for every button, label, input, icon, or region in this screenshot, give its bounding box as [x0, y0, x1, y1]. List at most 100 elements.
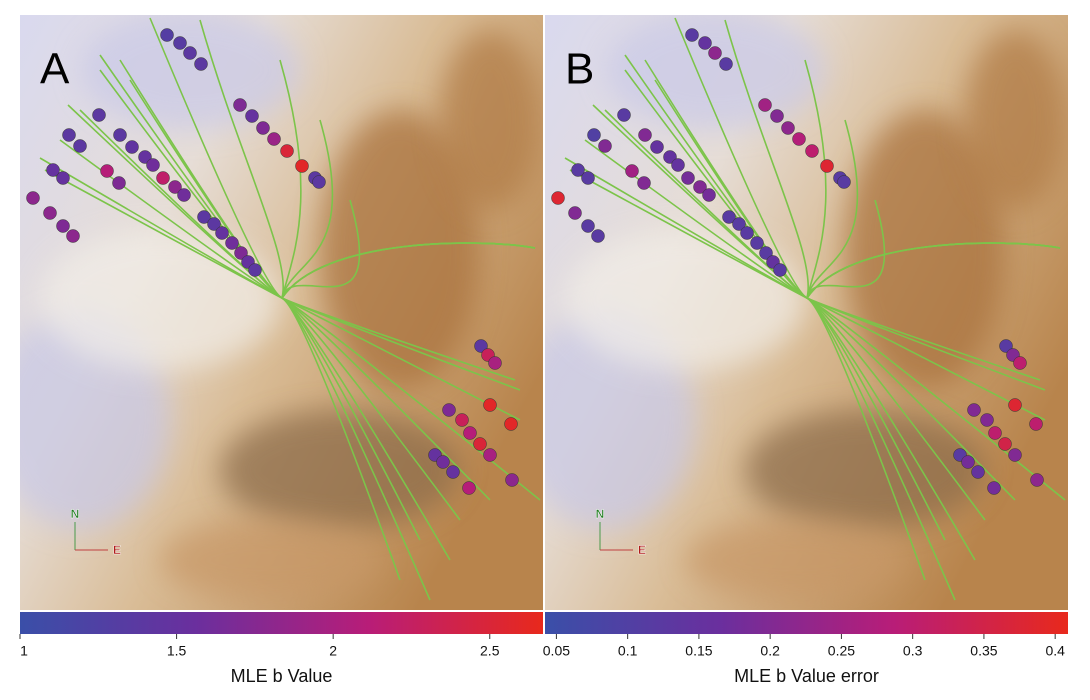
data-dot [160, 28, 174, 42]
data-dot [256, 121, 270, 135]
colorbar-tick-label: 0.15 [685, 643, 712, 659]
data-dot [43, 206, 57, 220]
data-dot [1008, 448, 1022, 462]
data-dot [638, 128, 652, 142]
data-dot [980, 413, 994, 427]
data-dot [1008, 398, 1022, 412]
data-dot [295, 159, 309, 173]
map-panel: A N E 1 1.5 2 2.5 MLE b Value [19, 15, 543, 686]
data-dot [112, 176, 126, 190]
terrain-feature [160, 520, 380, 600]
data-dot [650, 140, 664, 154]
data-dot [571, 163, 585, 177]
data-dot [1030, 473, 1044, 487]
data-dot [792, 132, 806, 146]
data-dot [702, 188, 716, 202]
colorbar-tick-label: 0.2 [760, 643, 780, 659]
data-dot [197, 210, 211, 224]
colorbar-tick-label: 0.25 [828, 643, 855, 659]
data-dot [758, 98, 772, 112]
data-dot [719, 57, 733, 71]
data-dot [234, 246, 248, 260]
data-dot [225, 236, 239, 250]
data-dot [750, 236, 764, 250]
data-dot [551, 191, 565, 205]
data-dot [488, 356, 502, 370]
data-dot [183, 46, 197, 60]
terrain [20, 15, 543, 610]
data-dot [46, 163, 60, 177]
colorbar-tick-label: 2 [329, 643, 337, 659]
data-dot [637, 176, 651, 190]
data-dot [740, 226, 754, 240]
data-dot [598, 139, 612, 153]
data-dot [671, 158, 685, 172]
terrain-feature [220, 410, 460, 530]
compass-e-label: E [638, 543, 646, 557]
data-dot [100, 164, 114, 178]
streamline [281, 199, 536, 299]
data-dot [625, 164, 639, 178]
data-dot [988, 426, 1002, 440]
data-dot [168, 180, 182, 194]
data-dot [505, 473, 519, 487]
data-dot [708, 46, 722, 60]
data-dot [446, 465, 460, 479]
data-dot [759, 246, 773, 260]
data-dot [698, 36, 712, 50]
data-dot [998, 437, 1012, 451]
terrain-feature [440, 30, 540, 210]
map-panel: B N E 0.05 0.1 0.15 0.2 0.25 0.3 0.35 0.4 MLE b Val… [543, 15, 1068, 686]
compass-n-label: N [596, 507, 605, 521]
compass-n-label: N [71, 507, 80, 521]
data-dot [770, 109, 784, 123]
data-dot [66, 229, 80, 243]
data-dot [1013, 356, 1027, 370]
data-dot [113, 128, 127, 142]
data-dot [73, 139, 87, 153]
data-dot [462, 481, 476, 495]
streamline [806, 199, 1061, 299]
data-dot [722, 210, 736, 224]
terrain-feature [845, 110, 1005, 390]
data-dot [177, 188, 191, 202]
data-dot [773, 263, 787, 277]
data-dot [92, 108, 106, 122]
panel-label: A [40, 45, 70, 94]
data-dot [568, 206, 582, 220]
data-dot [56, 219, 70, 233]
terrain-feature [320, 110, 480, 390]
data-dot [587, 128, 601, 142]
data-dot [685, 28, 699, 42]
data-dot [248, 263, 262, 277]
colorbar-tick-label: 0.3 [903, 643, 923, 659]
colorbar-tick-label: 0.1 [618, 643, 638, 659]
data-dot [156, 171, 170, 185]
colorbar-tick-label: 1.5 [167, 643, 187, 659]
data-dot [125, 140, 139, 154]
colorbar-tick-label: 0.4 [1045, 643, 1065, 659]
compass-e-label: E [113, 543, 121, 557]
data-dot [473, 437, 487, 451]
data-dot [681, 171, 695, 185]
data-dot [581, 219, 595, 233]
data-dot [233, 98, 247, 112]
data-dot [26, 191, 40, 205]
data-dot [474, 339, 488, 353]
data-dot [971, 465, 985, 479]
data-dot [483, 448, 497, 462]
data-dot [581, 171, 595, 185]
data-dot [463, 426, 477, 440]
data-dot [267, 132, 281, 146]
data-dot [805, 144, 819, 158]
data-dot [999, 339, 1013, 353]
data-dot [504, 417, 518, 431]
colorbar [20, 612, 543, 634]
data-dot [732, 217, 746, 231]
data-dot [987, 481, 1001, 495]
data-dot [837, 175, 851, 189]
panel-label: B [565, 45, 594, 94]
data-dot [173, 36, 187, 50]
data-dot [483, 398, 497, 412]
data-dot [207, 217, 221, 231]
